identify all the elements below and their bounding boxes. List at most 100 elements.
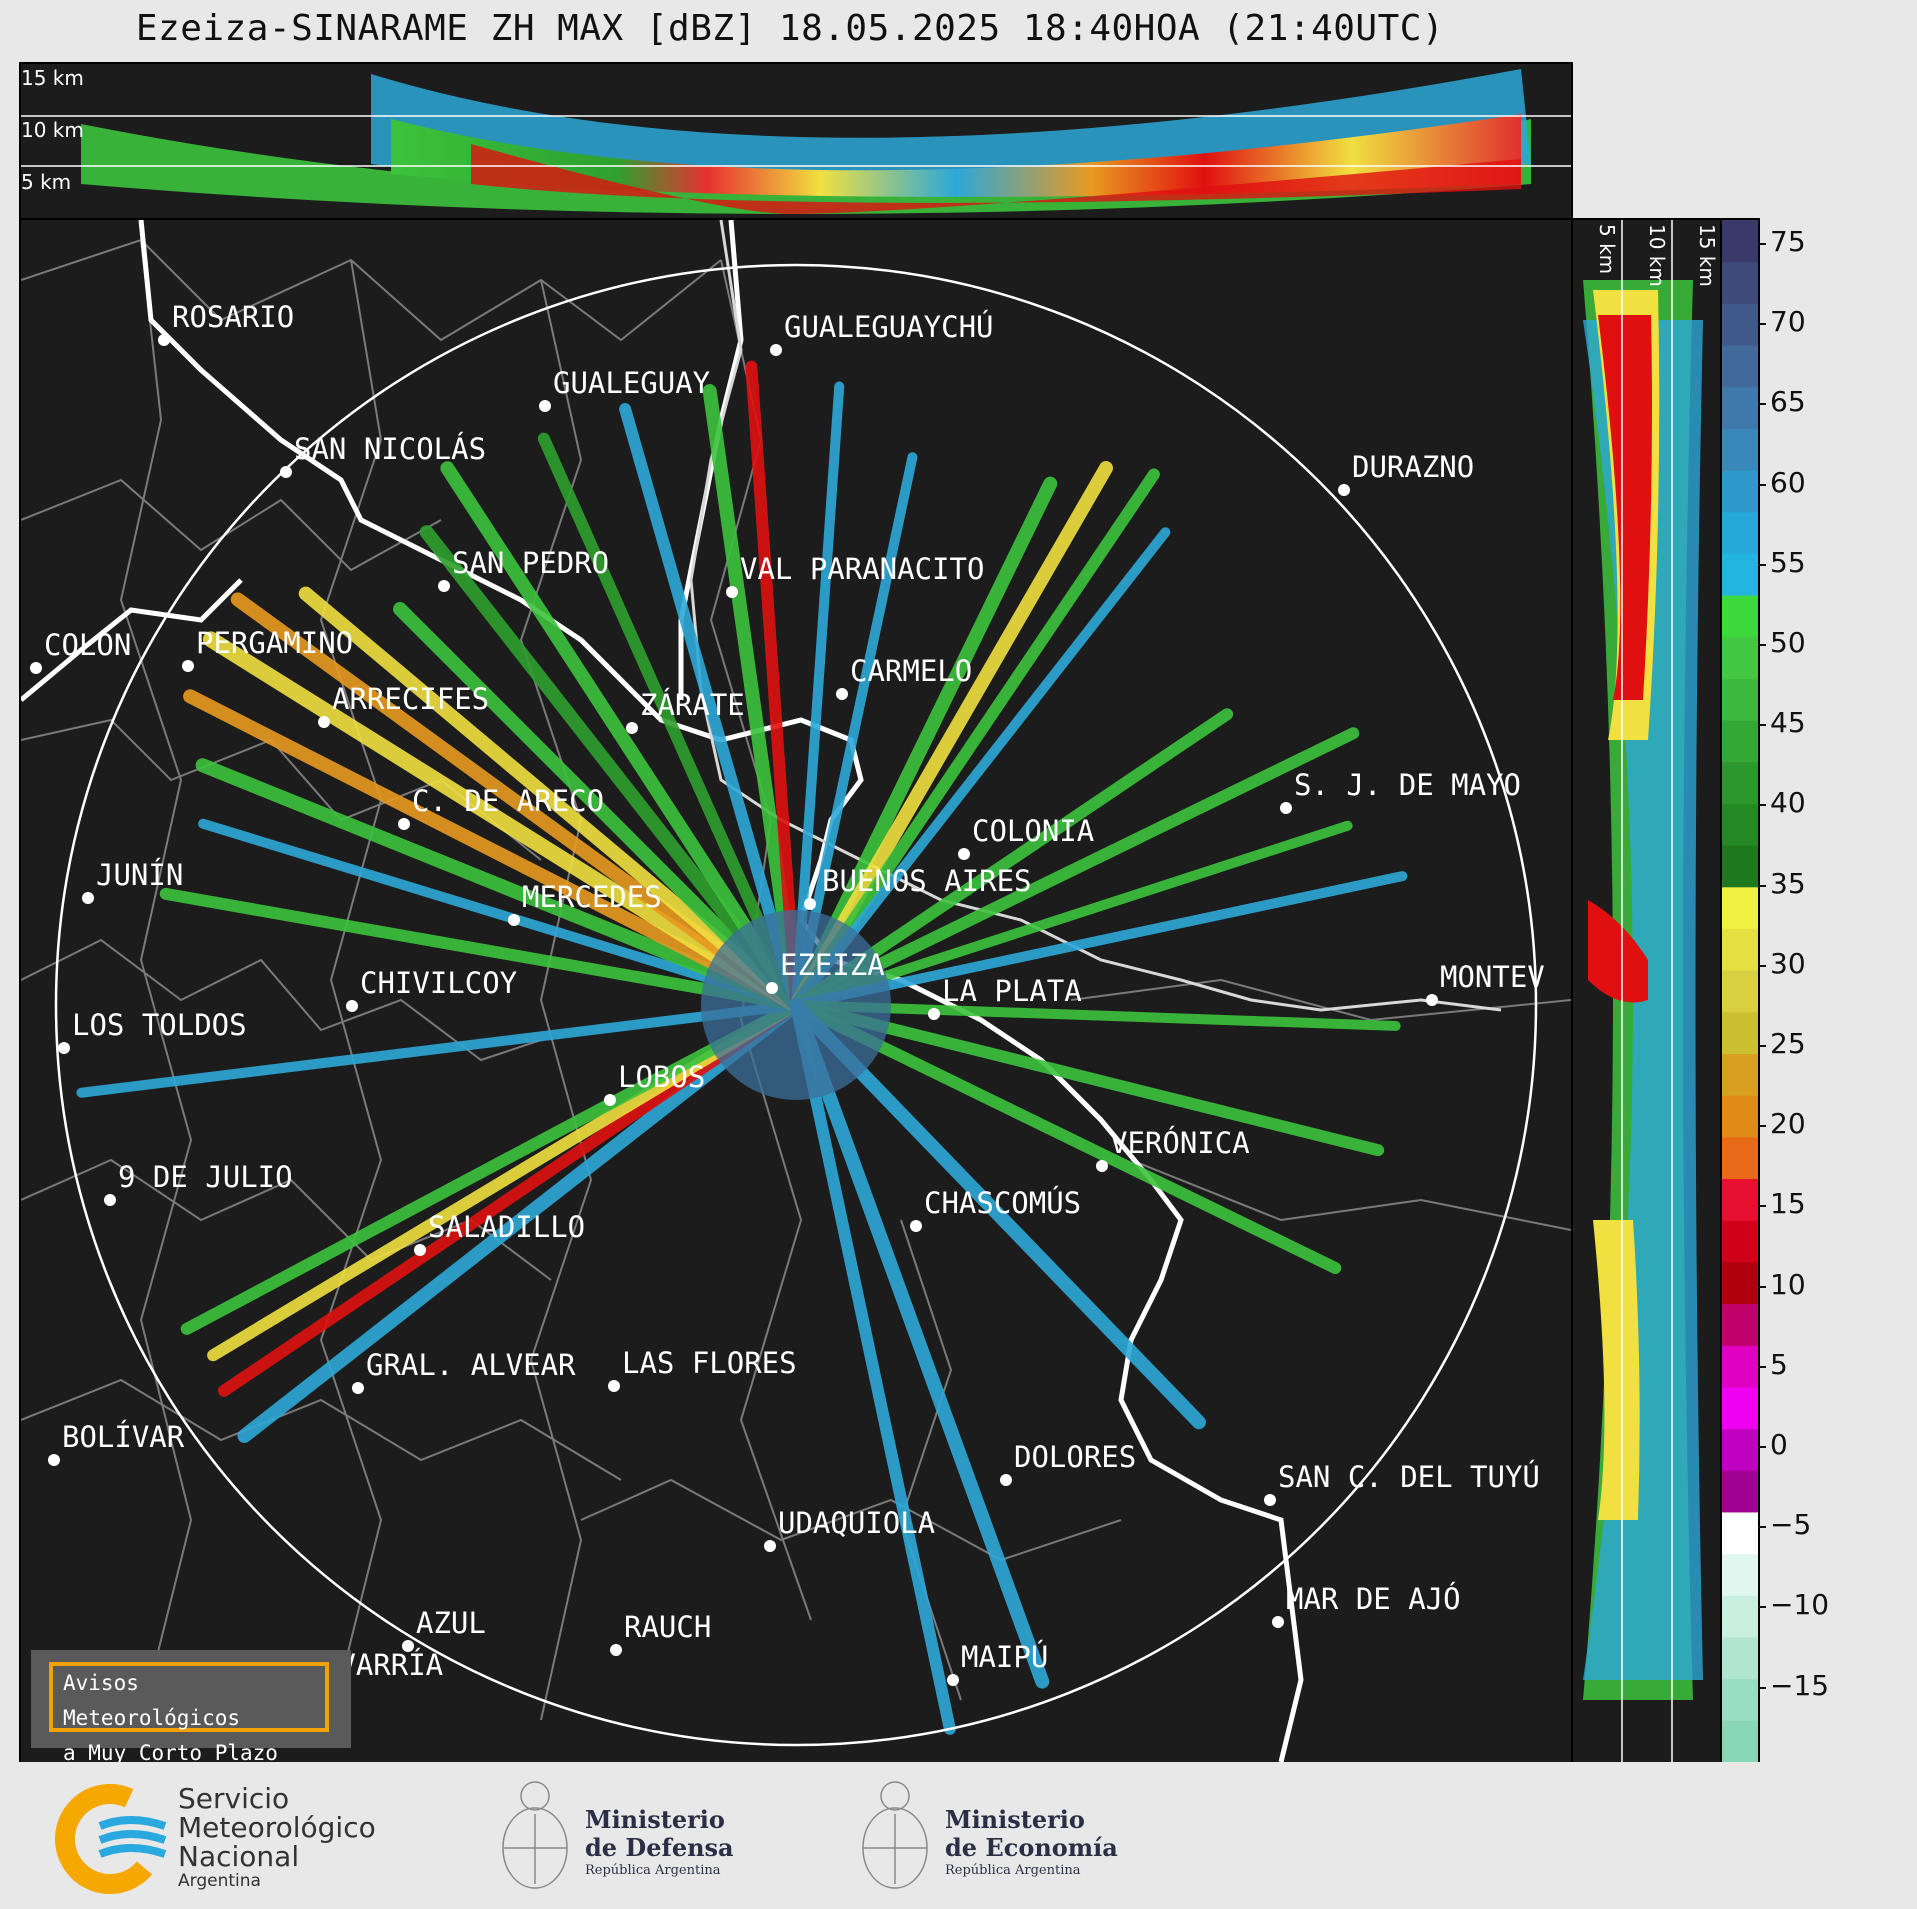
smn-logo-text: Servicio Meteorológico Nacional Argentin…	[178, 1784, 376, 1891]
warning-box-inner[interactable]: Avisos Meteorológicos a Muy Corto Plazo	[49, 1662, 329, 1762]
city-marker	[280, 466, 292, 478]
colorbar-tick	[1758, 1606, 1766, 1609]
economia-line-1: Ministerio	[945, 1805, 1085, 1834]
city-label: MERCEDES	[522, 880, 662, 914]
colorbar-segment	[1722, 470, 1758, 513]
colorbar-segment	[1722, 553, 1758, 596]
city-label: S. J. DE MAYO	[1294, 768, 1521, 802]
side-height-profile	[1583, 220, 1703, 1762]
defensa-line-3: República Argentina	[585, 1863, 721, 1878]
colorbar-segment	[1722, 803, 1758, 846]
city-marker	[726, 586, 738, 598]
colorbar-segment	[1722, 1261, 1758, 1305]
colorbar-segment	[1722, 1345, 1758, 1388]
city-label: GUALEGUAYCHÚ	[784, 310, 994, 344]
city-label: CARMELO	[850, 654, 973, 688]
colorbar-segment	[1722, 261, 1758, 304]
echo-ray	[790, 999, 956, 1735]
city-label: DURAZNO	[1352, 450, 1475, 484]
city-marker	[182, 660, 194, 672]
echo-ray	[159, 887, 802, 1011]
city-label: VAL PARANACITO	[740, 552, 985, 586]
city-marker	[804, 898, 816, 910]
echo-ray	[183, 689, 803, 1012]
colorbar-tick	[1758, 1045, 1766, 1047]
city-label: LAS FLORES	[622, 1346, 797, 1380]
echo-ray	[790, 999, 1385, 1157]
city-marker	[928, 1008, 940, 1020]
colorbar-segment	[1722, 1386, 1758, 1430]
city-label: GRAL. ALVEAR	[366, 1348, 576, 1382]
colorbar-tick-label: −10	[1770, 1588, 1830, 1622]
smn-line-1: Servicio	[178, 1782, 290, 1815]
colorbar-segment	[1722, 1303, 1758, 1346]
footer: Servicio Meteorológico Nacional Argentin…	[0, 1762, 1917, 1909]
colorbar-tick-label: 5	[1770, 1347, 1788, 1381]
coastlines	[21, 220, 1304, 1762]
echo-ray	[419, 525, 803, 1012]
city-marker	[438, 580, 450, 592]
defensa-seal-icon	[502, 1781, 568, 1889]
colorbar-tick-label: 10	[1770, 1267, 1806, 1301]
city-marker	[958, 848, 970, 860]
colorbar-segment	[1722, 1011, 1758, 1055]
height-label-10km: 10 km	[21, 118, 84, 142]
city-label: C. DE ARECO	[412, 784, 605, 818]
city-marker	[352, 1382, 364, 1394]
city-label: ZÁRATE	[640, 688, 745, 722]
echo-ray	[791, 381, 845, 1010]
city-label: DOLORES	[1014, 1440, 1137, 1474]
city-marker	[414, 1244, 426, 1256]
colorbar-segment	[1722, 1553, 1758, 1596]
colorbar-segment	[1722, 1678, 1758, 1721]
colorbar-tick	[1758, 1125, 1766, 1128]
colorbar-segment	[1722, 595, 1758, 638]
colorbar-segment	[1722, 1470, 1758, 1513]
colorbar-tick-label: 35	[1770, 866, 1806, 900]
city-marker	[770, 344, 782, 356]
city-marker	[947, 1674, 959, 1686]
echo-ray	[702, 384, 803, 1012]
city-label: COLON	[44, 628, 132, 662]
colorbar-tick-label: −5	[1770, 1508, 1812, 1542]
city-marker	[764, 1540, 776, 1552]
city-marker	[48, 1454, 60, 1466]
city-label: SAN C. DEL TUYÚ	[1278, 1460, 1540, 1494]
colorbar-segment	[1722, 386, 1758, 429]
colorbar-segment	[1722, 1595, 1758, 1638]
echo-ray	[180, 999, 802, 1335]
echo-ray	[237, 998, 803, 1443]
city-marker	[318, 716, 330, 728]
colorbar-segment	[1722, 845, 1758, 888]
colorbar-segment	[1722, 1053, 1758, 1096]
city-marker	[398, 818, 410, 830]
city-label: SAN PEDRO	[452, 546, 610, 580]
colorbar-tick	[1758, 323, 1766, 326]
city-marker	[1096, 1160, 1108, 1172]
echo-ray	[790, 999, 1342, 1275]
economia-line-2: de Economía	[945, 1833, 1118, 1862]
city-marker	[910, 1220, 922, 1232]
city-marker	[836, 688, 848, 700]
city-marker	[58, 1042, 70, 1054]
colorbar-tick-label: 25	[1770, 1027, 1806, 1060]
city-label: ARRECIFES	[332, 682, 490, 716]
echo-ray	[791, 820, 1353, 1010]
defensa-logo-text: Ministerio de Defensa República Argentin…	[585, 1806, 734, 1880]
city-label: GUALEGUAY	[553, 366, 711, 400]
chart-title: Ezeiza-SINARAME ZH MAX [dBZ] 18.05.2025 …	[135, 8, 1445, 49]
warning-box[interactable]: Avisos Meteorológicos a Muy Corto Plazo	[31, 1650, 351, 1762]
city-marker	[1000, 1474, 1012, 1486]
city-marker	[82, 892, 94, 904]
echo-ray	[789, 461, 1113, 1012]
height-label-5km: 5 km	[21, 170, 72, 194]
colorbar-gradient	[1722, 220, 1758, 1763]
colorbar-segment	[1722, 720, 1758, 763]
city-marker	[766, 982, 778, 994]
colorbar-tick-label: 40	[1770, 786, 1806, 820]
echo-ray	[537, 432, 802, 1011]
smn-line-3: Nacional	[178, 1840, 300, 1873]
colorbar-segment	[1722, 678, 1758, 721]
colorbar-tick-label: 15	[1770, 1187, 1806, 1221]
defensa-line-1: Ministerio	[585, 1805, 725, 1834]
